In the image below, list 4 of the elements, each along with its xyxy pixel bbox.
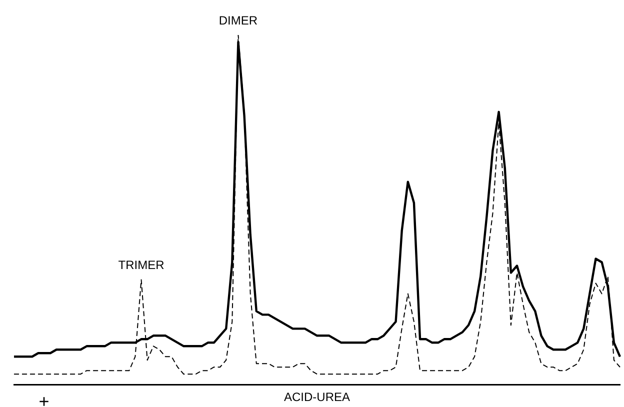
annotation: DIMER [218,13,258,28]
annotation: TRIMER [118,258,165,272]
text: + [38,392,50,407]
x-axis-title: ACID-UREA [284,390,350,404]
